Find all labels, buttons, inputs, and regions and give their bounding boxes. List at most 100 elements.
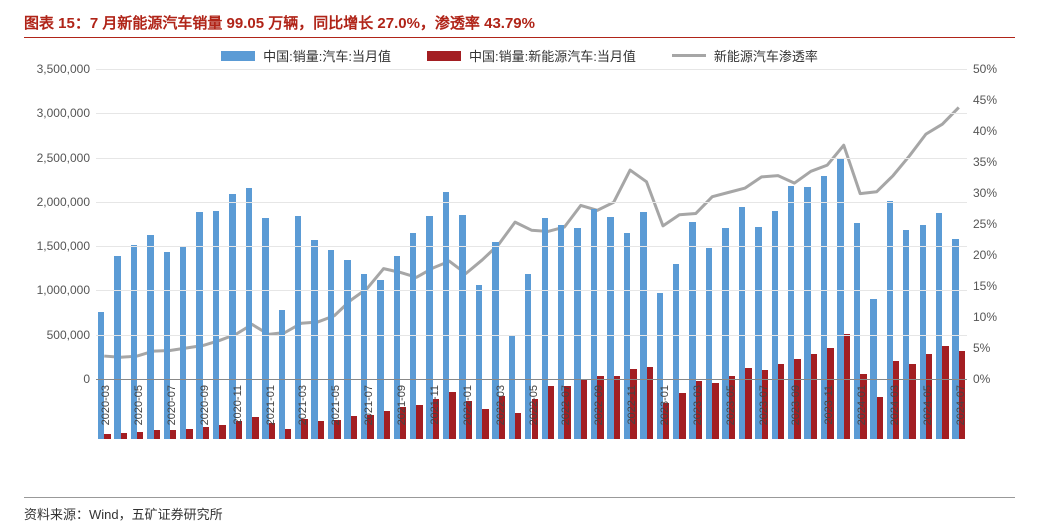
y-right-tick: 50% — [973, 62, 997, 76]
bar-nev — [647, 367, 653, 439]
bar-total — [344, 260, 350, 439]
bar-nev — [416, 405, 422, 439]
y-left-tick: 1,500,000 — [37, 239, 90, 253]
y-left-tick: 3,000,000 — [37, 106, 90, 120]
x-tick-label: 2024-01 — [856, 385, 868, 425]
bar-nev — [844, 334, 850, 439]
bar-total — [311, 240, 317, 439]
bar-nev — [170, 430, 176, 439]
bar-nev — [252, 417, 258, 439]
y-right-tick: 15% — [973, 279, 997, 293]
bar-nev — [269, 423, 275, 439]
chart-area: 0 500,000 1,000,000 1,500,000 2,000,000 2,500… — [24, 69, 1015, 439]
bar-nev — [712, 383, 718, 439]
bar-nev — [219, 425, 225, 439]
legend-label-penetration: 新能源汽车渗透率 — [714, 46, 818, 65]
y-left-tick: 500,000 — [47, 328, 90, 342]
y-right-tick: 40% — [973, 124, 997, 138]
x-tick-label: 2020-07 — [166, 385, 178, 425]
legend: 中国:销量:汽车:当月值 中国:销量:新能源汽车:当月值 新能源汽车渗透率 — [24, 46, 1015, 65]
legend-swatch-nev — [427, 51, 461, 61]
y-left-tick: 3,500,000 — [37, 62, 90, 76]
x-tick-label: 2021-09 — [396, 385, 408, 425]
y-right-tick: 25% — [973, 217, 997, 231]
bar-nev — [614, 376, 620, 439]
x-tick-label: 2022-01 — [462, 385, 474, 425]
x-tick-label: 2024-07 — [955, 385, 967, 425]
plot-area: 2020-032020-052020-072020-092020-112021-… — [96, 69, 967, 439]
bar-nev — [877, 397, 883, 439]
bar-nev — [186, 429, 192, 439]
source-footer: 资料来源：Wind，五矿证券研究所 — [24, 497, 1015, 523]
x-tick-label: 2020-03 — [100, 385, 112, 425]
y-right-tick: 20% — [973, 248, 997, 262]
y-axis-left: 0 500,000 1,000,000 1,500,000 2,000,000 2,500… — [24, 69, 96, 439]
bar-nev — [121, 433, 127, 439]
bar-nev — [548, 386, 554, 439]
x-tick-label: 2023-07 — [758, 385, 770, 425]
y-right-tick: 30% — [973, 186, 997, 200]
bar-nev — [203, 427, 209, 439]
bar-nev — [154, 430, 160, 439]
legend-swatch-total — [221, 51, 255, 61]
chart-title-bar: 图表 15：7 月新能源汽车销量 99.05 万辆，同比增长 27.0%，渗透率… — [24, 12, 1015, 38]
bar-nev — [285, 429, 291, 439]
bar-nev — [581, 380, 587, 439]
x-tick-label: 2021-11 — [429, 385, 441, 425]
x-tick-label: 2021-07 — [363, 385, 375, 425]
bar-nev — [515, 413, 521, 439]
y-left-tick: 2,000,000 — [37, 195, 90, 209]
bar-nev — [449, 392, 455, 439]
bar-total — [246, 188, 252, 439]
bars-layer — [96, 69, 967, 439]
bar-total — [279, 310, 285, 439]
y-right-tick: 35% — [973, 155, 997, 169]
x-tick-label: 2024-03 — [889, 385, 901, 425]
y-right-tick: 0% — [973, 372, 990, 386]
bar-total — [114, 256, 120, 439]
bar-nev — [318, 421, 324, 439]
x-tick-label: 2023-03 — [692, 385, 704, 425]
bar-nev — [482, 409, 488, 439]
bar-nev — [351, 416, 357, 439]
legend-label-nev: 中国:销量:新能源汽车:当月值 — [469, 46, 636, 65]
x-tick-label: 2022-05 — [528, 385, 540, 425]
bar-nev — [909, 364, 915, 439]
x-tick-label: 2023-09 — [790, 385, 802, 425]
x-tick-label: 2021-05 — [330, 385, 342, 425]
legend-label-total: 中国:销量:汽车:当月值 — [263, 46, 391, 65]
bar-nev — [137, 432, 143, 439]
y-left-tick: 1,000,000 — [37, 283, 90, 297]
y-left-tick: 2,500,000 — [37, 151, 90, 165]
x-tick-label: 2021-01 — [265, 385, 277, 425]
y-right-tick: 10% — [973, 310, 997, 324]
y-axis-right: 0%5%10%15%20%25%30%35%40%45%50% — [967, 69, 1015, 439]
x-tick-label: 2022-11 — [626, 385, 638, 425]
x-tick-label: 2022-07 — [560, 385, 572, 425]
bar-nev — [778, 364, 784, 439]
x-tick-label: 2023-01 — [659, 385, 671, 425]
y-right-tick: 45% — [973, 93, 997, 107]
x-tick-label: 2022-09 — [593, 385, 605, 425]
legend-item-total: 中国:销量:汽车:当月值 — [221, 46, 391, 65]
bar-nev — [384, 411, 390, 439]
bar-nev — [942, 346, 948, 439]
x-tick-label: 2020-05 — [133, 385, 145, 425]
x-tick-label: 2023-05 — [725, 385, 737, 425]
y-right-tick: 5% — [973, 341, 990, 355]
x-tick-label: 2023-11 — [823, 385, 835, 425]
legend-swatch-line — [672, 54, 706, 57]
x-tick-label: 2020-09 — [199, 385, 211, 425]
source-text: 资料来源：Wind，五矿证券研究所 — [24, 507, 223, 522]
x-tick-label: 2024-05 — [922, 385, 934, 425]
bar-total — [147, 235, 153, 439]
legend-item-nev: 中国:销量:新能源汽车:当月值 — [427, 46, 636, 65]
bar-total — [180, 246, 186, 439]
y-left-tick: 0 — [83, 372, 90, 386]
chart-title: 图表 15：7 月新能源汽车销量 99.05 万辆，同比增长 27.0%，渗透率… — [24, 15, 535, 32]
legend-item-penetration: 新能源汽车渗透率 — [672, 46, 818, 65]
bar-nev — [104, 434, 110, 439]
bar-nev — [811, 354, 817, 439]
bar-nev — [679, 393, 685, 440]
x-tick-label: 2021-03 — [297, 385, 309, 425]
